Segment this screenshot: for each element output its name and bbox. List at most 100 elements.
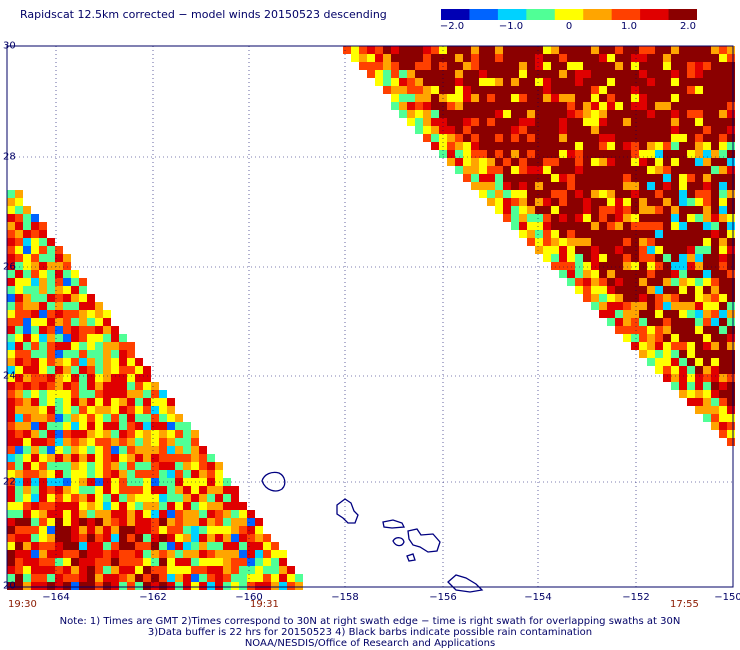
swath-cell	[719, 414, 727, 422]
swath-cell	[95, 502, 103, 510]
swath-cell	[527, 102, 535, 110]
footnote-line: 3)Data buffer is 22 hrs for 20150523 4) …	[147, 627, 593, 638]
swath-cell	[87, 422, 95, 430]
swath-cell	[623, 286, 631, 294]
swath-cell	[631, 182, 639, 190]
swath-cell	[151, 574, 159, 582]
swath-cell	[551, 102, 559, 110]
swath-cell	[127, 446, 135, 454]
swath-cell	[351, 46, 359, 54]
swath-cell	[215, 558, 223, 566]
swath-cell	[703, 270, 711, 278]
swath-cell	[151, 510, 159, 518]
swath-cell	[39, 558, 47, 566]
swath-cell	[711, 414, 719, 422]
swath-cell	[479, 118, 487, 126]
swath-cell	[151, 446, 159, 454]
swath-cell	[127, 454, 135, 462]
swath-cell	[663, 62, 671, 70]
swath-cell	[615, 302, 623, 310]
swath-cell	[647, 198, 655, 206]
swath-cell	[607, 214, 615, 222]
swath-cell	[143, 406, 151, 414]
swath-cell	[639, 326, 647, 334]
swath-cell	[711, 310, 719, 318]
swath-cell	[31, 342, 39, 350]
swath-cell	[543, 198, 551, 206]
swath-cell	[511, 214, 519, 222]
swath-cell	[79, 294, 87, 302]
swath-cell	[647, 294, 655, 302]
swath-cell	[63, 462, 71, 470]
swath-cell	[407, 86, 415, 94]
swath-cell	[39, 310, 47, 318]
swath-cell	[247, 510, 255, 518]
swath-cell	[535, 142, 543, 150]
swath-cell	[703, 390, 711, 398]
swath-cell	[463, 70, 471, 78]
swath-cell	[71, 430, 79, 438]
swath-cell	[679, 350, 687, 358]
swath-cell	[703, 238, 711, 246]
swath-cell	[487, 102, 495, 110]
swath-cell	[599, 302, 607, 310]
swath-cell	[7, 510, 15, 518]
swath-cell	[703, 70, 711, 78]
swath-cell	[111, 382, 119, 390]
swath-cell	[607, 150, 615, 158]
swath-cell	[183, 422, 191, 430]
swath-cell	[103, 510, 111, 518]
swath-cell	[463, 102, 471, 110]
swath-cell	[79, 486, 87, 494]
swath-cell	[687, 166, 695, 174]
swath-cell	[7, 494, 15, 502]
swath-cell	[423, 102, 431, 110]
swath-cell	[191, 454, 199, 462]
swath-cell	[679, 326, 687, 334]
swath-cell	[23, 550, 31, 558]
swath-cell	[655, 326, 663, 334]
swath-cell	[495, 86, 503, 94]
swath-cell	[127, 502, 135, 510]
swath-cell	[55, 574, 63, 582]
swath-cell	[543, 214, 551, 222]
swath-cell	[727, 438, 735, 446]
swath-cell	[471, 174, 479, 182]
swath-cell	[119, 534, 127, 542]
swath-cell	[655, 246, 663, 254]
swath-cell	[727, 150, 735, 158]
swath-cell	[63, 326, 71, 334]
swath-cell	[487, 94, 495, 102]
swath-cell	[711, 326, 719, 334]
swath-cell	[423, 54, 431, 62]
swath-cell	[719, 118, 727, 126]
swath-cell	[7, 262, 15, 270]
swath-cell	[727, 350, 735, 358]
swath-cell	[47, 550, 55, 558]
swath-cell	[111, 398, 119, 406]
swath-cell	[71, 542, 79, 550]
swath-cell	[103, 574, 111, 582]
swath-cell	[591, 270, 599, 278]
swath-cell	[175, 566, 183, 574]
swath-cell	[543, 86, 551, 94]
swath-cell	[479, 166, 487, 174]
swath-cell	[711, 238, 719, 246]
swath-cell	[511, 150, 519, 158]
swath-cell	[79, 310, 87, 318]
swath-cell	[15, 262, 23, 270]
swath-cell	[479, 78, 487, 86]
swath-cell	[127, 470, 135, 478]
swath-cell	[647, 86, 655, 94]
swath-cell	[719, 246, 727, 254]
swath-cell	[47, 246, 55, 254]
swath-cell	[455, 54, 463, 62]
swath-cell	[711, 294, 719, 302]
swath-cell	[103, 550, 111, 558]
swath-cell	[591, 46, 599, 54]
swath-cell	[663, 350, 671, 358]
swath-cell	[559, 198, 567, 206]
swath-cell	[607, 246, 615, 254]
swath-cell	[23, 438, 31, 446]
swath-cell	[719, 278, 727, 286]
